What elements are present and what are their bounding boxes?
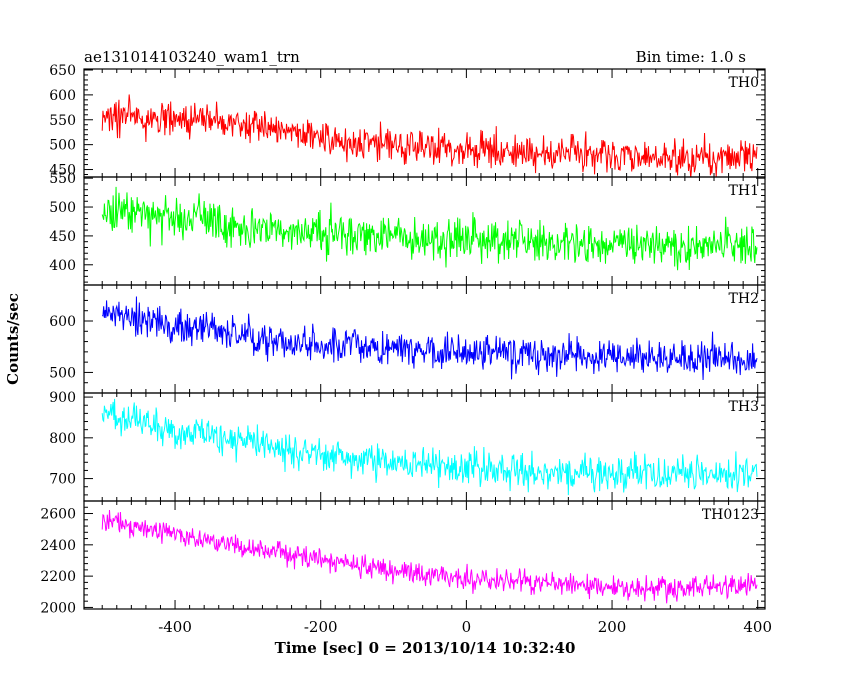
x-tick-label: -400 (158, 618, 192, 636)
x-axis-label: Time [sec] 0 = 2013/10/14 10:32:40 (275, 639, 576, 657)
x-tick-label: -200 (304, 618, 338, 636)
panel-th2: 500 600 TH2 (49, 284, 766, 394)
y-tick-label: 900 (49, 390, 76, 406)
chart-title: ae131014103240_wam1_trn (84, 48, 300, 66)
x-tick-label: 200 (598, 618, 627, 636)
y-tick-label: 450 (49, 229, 76, 245)
y-tick-label: 650 (49, 63, 76, 79)
y-tick-label: 500 (49, 138, 76, 154)
y-tick-label: 2200 (40, 569, 76, 585)
panel-frame (83, 392, 766, 502)
panel-label-th1: TH1 (729, 183, 759, 199)
series-line-th3 (101, 398, 758, 496)
panel-label-th0123: TH0123 (702, 507, 759, 523)
panel-frame (83, 500, 766, 610)
panel-th1: 400 450 500 550 TH1 (49, 171, 766, 286)
y-tick-label: 550 (49, 113, 76, 129)
panel-th0: 450 500 550 600 650 TH0 (49, 63, 766, 179)
panel-label-th0: TH0 (729, 75, 759, 91)
y-axis-label: Counts/sec (4, 293, 22, 385)
y-tick-label: 400 (49, 258, 76, 274)
panel-label-th2: TH2 (729, 291, 759, 307)
series-line-th1 (101, 186, 758, 271)
y-tick-label: 800 (49, 431, 76, 447)
panel-label-th3: TH3 (729, 399, 759, 415)
y-tick-label: 550 (49, 171, 76, 187)
y-tick-label: 450 (49, 163, 76, 179)
series-line-th0 (101, 94, 758, 177)
y-tick-label: 500 (49, 365, 76, 381)
series-line-th2 (101, 296, 758, 380)
panel-th0123: 2000 2200 2400 2600 TH0123 (40, 500, 766, 616)
x-tick-label: 0 (462, 618, 472, 636)
y-tick-label: 2600 (40, 507, 76, 523)
series-line-th0123 (101, 510, 758, 604)
x-tick-label: 400 (743, 618, 772, 636)
panel-frame (83, 176, 766, 286)
y-tick-label: 2000 (40, 600, 76, 616)
panels-group: 450 500 550 600 650 TH0 400 450 500 550 TH1 500 600 T… (40, 63, 772, 636)
y-tick-label: 700 (49, 472, 76, 488)
y-tick-label: 500 (49, 200, 76, 216)
y-tick-label: 600 (49, 314, 76, 330)
y-tick-label: 600 (49, 88, 76, 104)
y-tick-label: 2400 (40, 538, 76, 554)
bin-time-label: Bin time: 1.0 s (636, 48, 746, 66)
panel-th3: 700 800 900 TH3 (49, 390, 766, 502)
